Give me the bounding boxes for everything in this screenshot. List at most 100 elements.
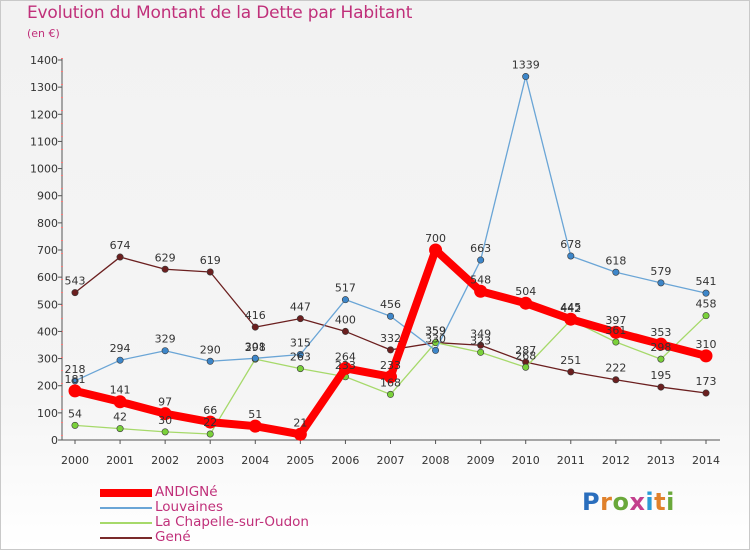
data-label-la-chapelle-sur-oudon: 168 xyxy=(380,376,401,389)
data-label-gen: 287 xyxy=(515,344,536,357)
data-point-andign xyxy=(429,243,443,257)
x-tick-label: 2006 xyxy=(331,454,359,467)
data-label-la-chapelle-sur-oudon: 298 xyxy=(245,341,266,354)
legend-swatch-la-chapelle xyxy=(100,522,152,524)
data-point-la-chapelle-sur-oudon xyxy=(702,312,710,320)
data-point-louvaines xyxy=(702,289,710,297)
data-point-gen xyxy=(251,323,259,331)
data-point-andign xyxy=(609,325,623,339)
data-point-louvaines xyxy=(116,356,124,364)
data-label-louvaines: 315 xyxy=(290,337,311,350)
data-label-louvaines: 290 xyxy=(200,343,221,356)
data-point-la-chapelle-sur-oudon xyxy=(657,355,665,363)
x-tick-label: 2003 xyxy=(196,454,224,467)
data-label-la-chapelle-sur-oudon: 442 xyxy=(560,302,581,315)
data-label-andign: 445 xyxy=(560,301,581,314)
y-tick-label: 200 xyxy=(37,380,58,393)
legend-label-louvaines: Louvaines xyxy=(155,499,224,515)
data-point-louvaines xyxy=(251,354,259,362)
data-point-louvaines xyxy=(567,252,575,260)
logo-letter: i xyxy=(666,488,675,516)
data-point-gen xyxy=(296,315,304,323)
data-point-la-chapelle-sur-oudon xyxy=(612,338,620,346)
data-point-andign xyxy=(564,312,578,326)
y-tick-label: 1200 xyxy=(30,108,58,121)
logo-letter: r xyxy=(600,488,613,516)
y-tick-label: 1100 xyxy=(30,135,58,148)
data-label-andign: 700 xyxy=(425,232,446,245)
data-point-louvaines xyxy=(477,256,485,264)
data-point-gen xyxy=(116,253,124,261)
data-point-andign xyxy=(338,361,352,375)
y-tick-label: 1000 xyxy=(30,163,58,176)
y-tick-label: 900 xyxy=(37,190,58,203)
data-point-louvaines xyxy=(432,346,440,354)
data-label-gen: 674 xyxy=(110,239,131,252)
data-label-la-chapelle-sur-oudon: 233 xyxy=(335,359,356,372)
data-point-la-chapelle-sur-oudon xyxy=(477,348,485,356)
data-point-la-chapelle-sur-oudon xyxy=(296,365,304,373)
data-point-gen xyxy=(341,327,349,335)
data-label-andign: 233 xyxy=(380,359,401,372)
data-label-andign: 51 xyxy=(248,408,262,421)
data-point-andign xyxy=(68,384,82,398)
data-label-andign: 66 xyxy=(203,404,217,417)
proxiti-logo: Proxiti xyxy=(582,488,675,516)
data-label-louvaines: 294 xyxy=(110,342,131,355)
y-tick-label: 700 xyxy=(37,244,58,257)
logo-letter: t xyxy=(654,488,667,516)
data-point-louvaines xyxy=(71,377,79,385)
data-label-andign: 97 xyxy=(158,396,172,409)
y-tick-label: 0 xyxy=(51,434,58,447)
x-tick-label: 2012 xyxy=(602,454,630,467)
data-point-louvaines xyxy=(341,296,349,304)
logo-letter: P xyxy=(582,488,601,516)
data-point-louvaines xyxy=(657,279,665,287)
data-point-andign xyxy=(293,427,307,441)
y-tick-label: 300 xyxy=(37,353,58,366)
y-tick-label: 1300 xyxy=(30,81,58,94)
data-label-la-chapelle-sur-oudon: 458 xyxy=(696,298,717,311)
data-point-andign xyxy=(699,349,713,363)
data-label-louvaines: 330 xyxy=(425,332,446,345)
data-label-louvaines: 517 xyxy=(335,282,356,295)
data-label-louvaines: 579 xyxy=(650,265,671,278)
data-point-gen xyxy=(386,346,394,354)
data-label-louvaines: 218 xyxy=(65,363,86,376)
data-label-andign: 310 xyxy=(696,338,717,351)
data-point-gen xyxy=(206,268,214,276)
data-label-la-chapelle-sur-oudon: 42 xyxy=(113,411,127,424)
data-point-gen xyxy=(477,341,485,349)
chart-subtitle: (en €) xyxy=(27,27,60,40)
x-tick-label: 2008 xyxy=(422,454,450,467)
x-tick-label: 2001 xyxy=(106,454,134,467)
logo-letter: i xyxy=(645,488,655,516)
legend-label-gene: Gené xyxy=(155,529,191,545)
data-label-la-chapelle-sur-oudon: 359 xyxy=(425,325,446,338)
data-point-gen xyxy=(71,289,79,297)
legend-label-andigne: ANDIGNé xyxy=(155,484,218,500)
data-label-gen: 619 xyxy=(200,254,221,267)
x-tick-label: 2010 xyxy=(512,454,540,467)
y-tick-label: 500 xyxy=(37,298,58,311)
x-tick-label: 2007 xyxy=(377,454,405,467)
data-label-andign: 548 xyxy=(470,273,491,286)
logo-letter: x xyxy=(629,488,646,516)
data-label-la-chapelle-sur-oudon: 268 xyxy=(515,349,536,362)
data-label-la-chapelle-sur-oudon: 30 xyxy=(158,414,172,427)
data-point-louvaines xyxy=(386,312,394,320)
data-label-louvaines: 301 xyxy=(245,340,266,353)
data-label-la-chapelle-sur-oudon: 323 xyxy=(470,334,491,347)
legend-label-la-chapelle: La Chapelle-sur-Oudon xyxy=(155,514,309,530)
data-point-andign xyxy=(113,395,127,409)
data-label-louvaines: 618 xyxy=(605,254,626,267)
data-label-la-chapelle-sur-oudon: 22 xyxy=(203,416,217,429)
data-label-louvaines: 456 xyxy=(380,298,401,311)
x-tick-label: 2002 xyxy=(151,454,179,467)
data-label-gen: 629 xyxy=(155,251,176,264)
data-label-andign: 181 xyxy=(65,373,86,386)
x-tick-label: 2000 xyxy=(61,454,89,467)
data-label-gen: 543 xyxy=(65,275,86,288)
data-point-la-chapelle-sur-oudon xyxy=(386,390,394,398)
